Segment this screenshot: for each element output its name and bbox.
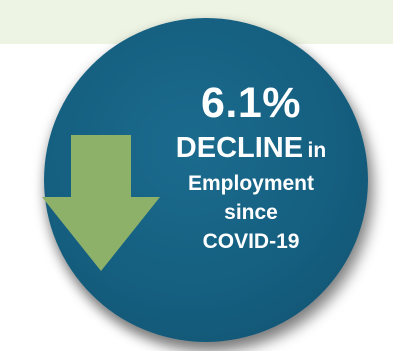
decline-percent: 6.1% (200, 79, 301, 127)
decline-heading: DECLINE in (140, 134, 362, 163)
decline-word: DECLINE (175, 132, 304, 164)
since-label: since (224, 201, 278, 224)
covid-label: COVID-19 (202, 230, 300, 253)
employment-label: Employment (187, 172, 315, 195)
in-word: in (307, 139, 327, 162)
badge-text: 6.1% DECLINE in Employment since COVID-1… (140, 82, 362, 260)
down-arrow-icon (42, 135, 160, 271)
